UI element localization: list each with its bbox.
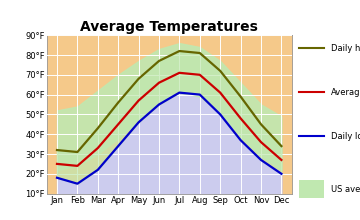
Text: Daily high: Daily high bbox=[331, 44, 360, 53]
Text: US average: US average bbox=[331, 185, 360, 194]
Text: Average: Average bbox=[331, 88, 360, 97]
Title: Average Temperatures: Average Temperatures bbox=[80, 20, 258, 34]
Text: Daily low: Daily low bbox=[331, 132, 360, 141]
